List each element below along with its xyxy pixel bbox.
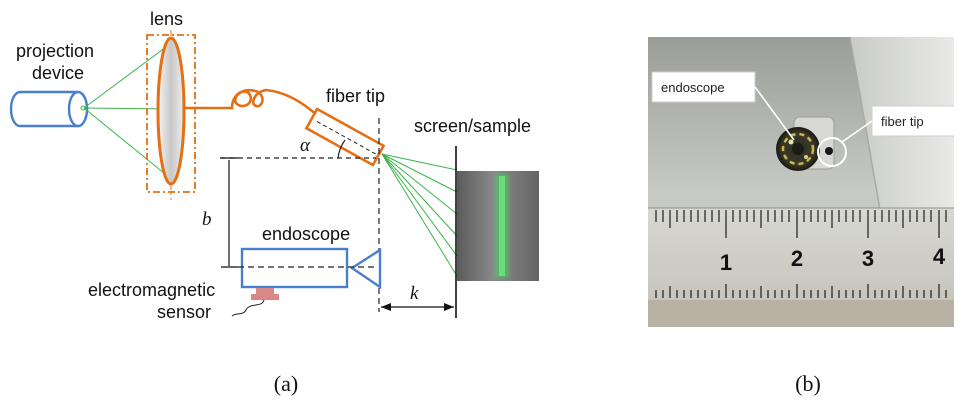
ruler-ticks <box>655 210 947 298</box>
svg-text:endoscope: endoscope <box>661 80 725 95</box>
projection-beam <box>83 43 171 179</box>
caption-b: (b) <box>795 371 821 396</box>
ruler: 1 2 3 4 <box>648 207 954 300</box>
ruler-number-2: 2 <box>791 246 803 271</box>
scan-fan-beam <box>381 153 458 277</box>
k-arrow-right <box>444 303 454 311</box>
svg-text:fiber tip: fiber tip <box>881 114 924 129</box>
screen-sample-image <box>457 171 539 281</box>
caption-a: (a) <box>274 371 298 396</box>
endoscope-photo: 1 2 3 4 endoscope fiber tip (b) <box>648 37 954 396</box>
alpha-angle-arc <box>337 139 346 159</box>
alpha-label: α <box>300 135 311 156</box>
photo-label-endoscope: endoscope <box>651 71 795 141</box>
setup-diagram: projection device lens fiber tip α <box>9 9 539 396</box>
k-label: k <box>410 283 419 304</box>
fiber-tip-label: fiber tip <box>326 86 385 106</box>
ruler-number-1: 1 <box>720 250 732 275</box>
projection-device <box>9 90 89 128</box>
ruler-number-4: 4 <box>933 244 946 269</box>
k-arrow-left <box>381 303 391 311</box>
lens-housing <box>146 34 196 193</box>
fiber-tip <box>304 107 386 167</box>
fiber-tip-highlight-circle <box>817 137 847 167</box>
b-label: b <box>202 209 212 230</box>
projection-device-label-line2: device <box>32 63 84 83</box>
projection-device-label: projection <box>16 41 94 61</box>
electromagnetic-sensor <box>231 288 279 317</box>
endoscope-label: endoscope <box>262 224 350 244</box>
lens <box>156 36 186 186</box>
electromagnetic-sensor-label: electromagnetic <box>88 280 215 300</box>
photo-label-fiber-tip: fiber tip <box>841 105 954 143</box>
optical-fiber <box>183 88 319 117</box>
ruler-number-3: 3 <box>862 246 874 271</box>
screen-sample-label: screen/sample <box>414 116 531 136</box>
lens-label: lens <box>150 9 183 29</box>
electromagnetic-sensor-label-line2: sensor <box>157 302 211 322</box>
endoscope-body <box>240 247 382 290</box>
